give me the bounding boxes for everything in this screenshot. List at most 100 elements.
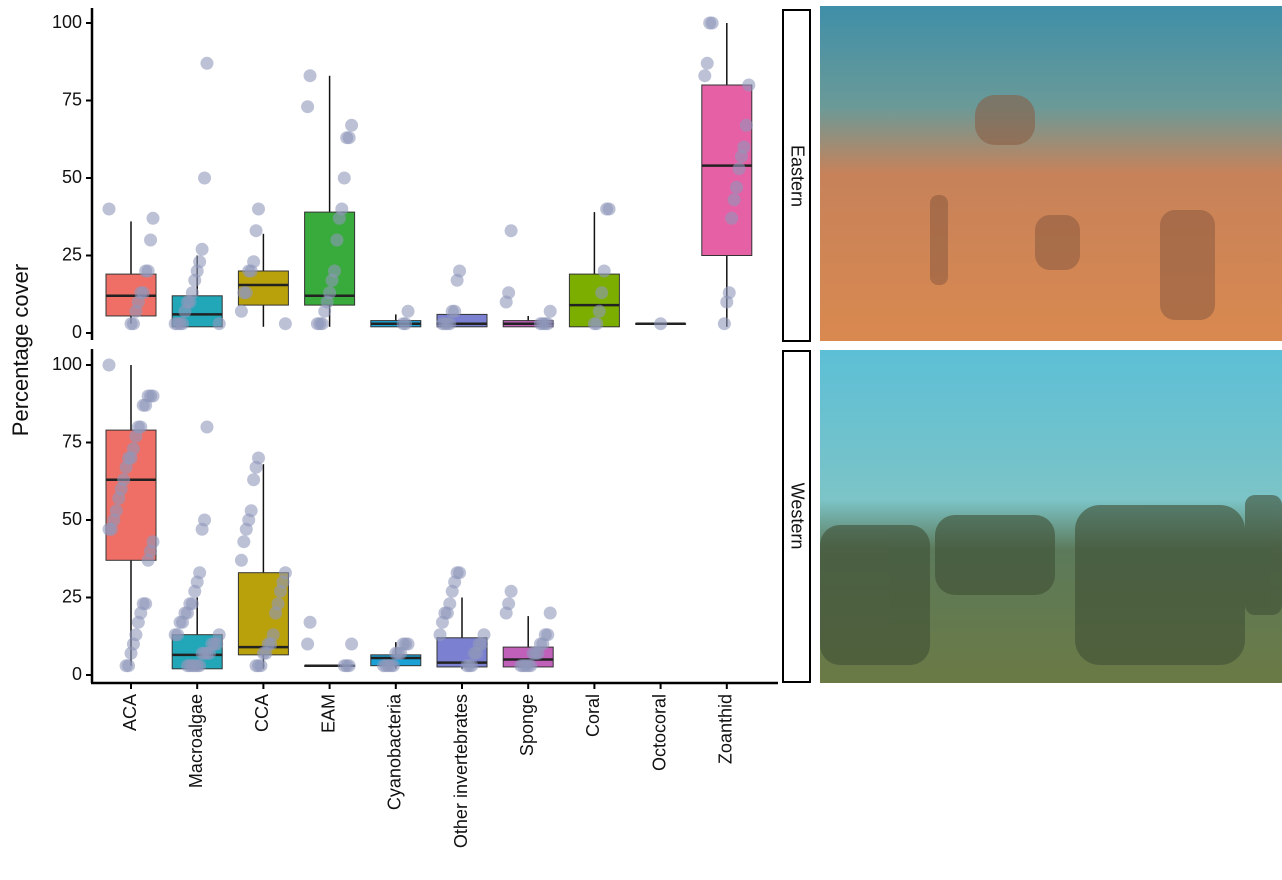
point — [120, 659, 133, 672]
y-tick-label: 100 — [52, 354, 82, 374]
point — [103, 359, 116, 372]
point — [333, 212, 346, 225]
point — [500, 296, 513, 309]
x-tick-label: EAM — [318, 694, 338, 733]
point — [505, 585, 518, 598]
point — [728, 193, 741, 206]
point — [730, 181, 743, 194]
point — [698, 69, 711, 82]
point — [451, 274, 464, 287]
point — [654, 317, 667, 330]
point — [181, 659, 194, 672]
point — [125, 647, 138, 660]
point — [598, 265, 611, 278]
point — [446, 305, 459, 318]
point — [132, 616, 145, 629]
point — [326, 274, 339, 287]
point — [188, 585, 201, 598]
point — [279, 317, 292, 330]
point — [588, 317, 601, 330]
point — [720, 296, 733, 309]
point — [742, 79, 755, 92]
point — [600, 203, 613, 216]
point — [235, 554, 248, 567]
y-tick-label: 75 — [62, 89, 82, 109]
point — [389, 647, 402, 660]
point — [200, 57, 213, 70]
point — [196, 647, 209, 660]
point — [188, 274, 201, 287]
facet-label: Western — [787, 483, 807, 550]
point — [434, 628, 447, 641]
point — [240, 523, 253, 536]
point — [330, 234, 343, 247]
point — [198, 172, 211, 185]
point — [237, 535, 250, 548]
point — [103, 203, 116, 216]
point — [257, 647, 270, 660]
x-tick-label: Coral — [583, 694, 603, 737]
point — [196, 243, 209, 256]
point — [595, 286, 608, 299]
point — [468, 647, 481, 660]
chart: Eastern Western Percentage cover ACA Macr… — [0, 0, 1282, 880]
point — [242, 265, 255, 278]
point — [250, 659, 263, 672]
point — [735, 150, 748, 163]
point — [103, 523, 116, 536]
point — [274, 585, 287, 598]
point — [703, 17, 716, 30]
y-tick-label: 50 — [62, 167, 82, 187]
point — [147, 212, 160, 225]
point — [125, 317, 138, 330]
point — [345, 638, 358, 651]
point — [436, 616, 449, 629]
y-axis-title: Percentage cover — [8, 264, 33, 436]
point — [534, 317, 547, 330]
point — [505, 224, 518, 237]
point — [252, 203, 265, 216]
point — [345, 119, 358, 132]
point — [402, 305, 415, 318]
x-tick-label: ACA — [120, 694, 140, 731]
point — [250, 461, 263, 474]
point — [514, 659, 527, 672]
facet-label: Eastern — [787, 145, 807, 207]
point — [174, 616, 187, 629]
point — [301, 100, 314, 113]
point — [544, 305, 557, 318]
point — [178, 305, 191, 318]
point — [129, 305, 142, 318]
point — [120, 461, 133, 474]
point — [142, 554, 155, 567]
point — [436, 317, 449, 330]
point — [213, 317, 226, 330]
point — [740, 119, 753, 132]
point — [318, 305, 331, 318]
point — [237, 286, 250, 299]
y-tick-label: 100 — [52, 12, 82, 32]
y-tick-label: 75 — [62, 431, 82, 451]
point — [701, 57, 714, 70]
point — [112, 492, 125, 505]
point — [500, 607, 513, 620]
point — [200, 421, 213, 434]
point — [144, 234, 157, 247]
point — [460, 659, 473, 672]
point — [338, 659, 351, 672]
point — [247, 473, 260, 486]
point — [733, 162, 746, 175]
x-tick-label: Zoanthid — [716, 694, 736, 764]
point — [250, 224, 263, 237]
x-tick-label: Macroalgae — [186, 694, 206, 788]
y-tick-label: 0 — [72, 664, 82, 684]
point — [129, 430, 142, 443]
point — [311, 317, 324, 330]
point — [196, 523, 209, 536]
point — [269, 607, 282, 620]
point — [446, 585, 459, 598]
y-tick-label: 50 — [62, 509, 82, 529]
x-tick-label: Sponge — [517, 694, 537, 756]
x-tick-label: Cyanobacteria — [385, 693, 405, 810]
point — [139, 265, 152, 278]
